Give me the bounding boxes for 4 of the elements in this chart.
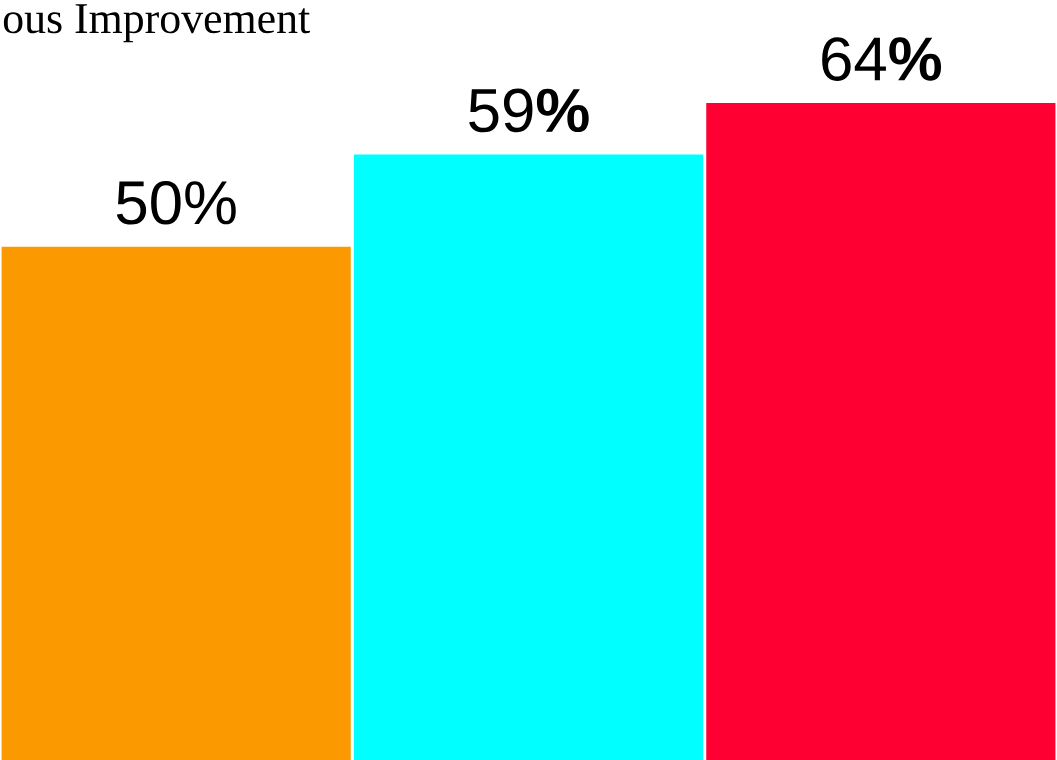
data-label: 50% (116, 180, 236, 225)
data-label: 64% (822, 37, 942, 81)
chart-title: ous Improvement (3, 4, 310, 43)
data-label: 59% (469, 88, 589, 133)
